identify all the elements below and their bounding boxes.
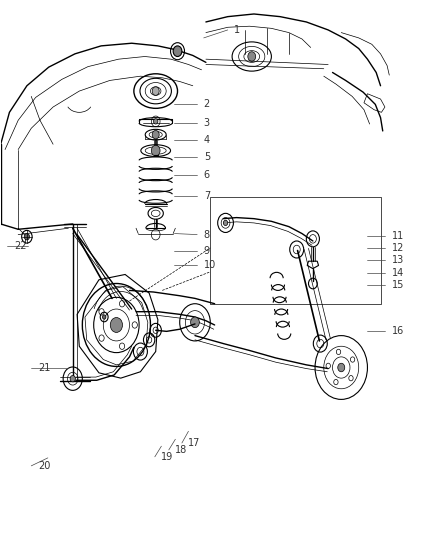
Text: 22: 22 [14,241,26,251]
Circle shape [102,315,106,319]
Text: 20: 20 [38,461,50,471]
Text: 5: 5 [204,152,210,162]
Circle shape [151,146,160,156]
Text: 16: 16 [392,326,404,336]
Text: 4: 4 [204,135,210,145]
Text: 9: 9 [204,246,210,255]
Text: 15: 15 [392,280,404,290]
Text: 17: 17 [188,438,201,448]
Circle shape [173,46,182,56]
Circle shape [338,364,345,372]
Bar [210,197,381,304]
Text: 18: 18 [175,445,187,455]
Text: 6: 6 [204,170,210,180]
Circle shape [153,119,158,124]
Text: 19: 19 [161,452,173,462]
Text: 1: 1 [234,25,240,35]
Text: 3: 3 [204,118,210,128]
Text: 7: 7 [204,191,210,201]
Text: 12: 12 [392,243,404,253]
Text: 21: 21 [38,362,50,373]
Text: 10: 10 [204,261,216,270]
Circle shape [70,375,75,382]
Text: 11: 11 [392,231,404,241]
Circle shape [191,317,199,328]
Circle shape [223,220,228,225]
Circle shape [248,52,256,61]
Circle shape [152,87,159,95]
Text: 2: 2 [204,99,210,109]
Circle shape [24,233,29,240]
Circle shape [152,131,159,139]
Text: 14: 14 [392,268,404,278]
Circle shape [110,318,123,333]
Text: 8: 8 [204,230,210,240]
Text: 13: 13 [392,255,404,265]
